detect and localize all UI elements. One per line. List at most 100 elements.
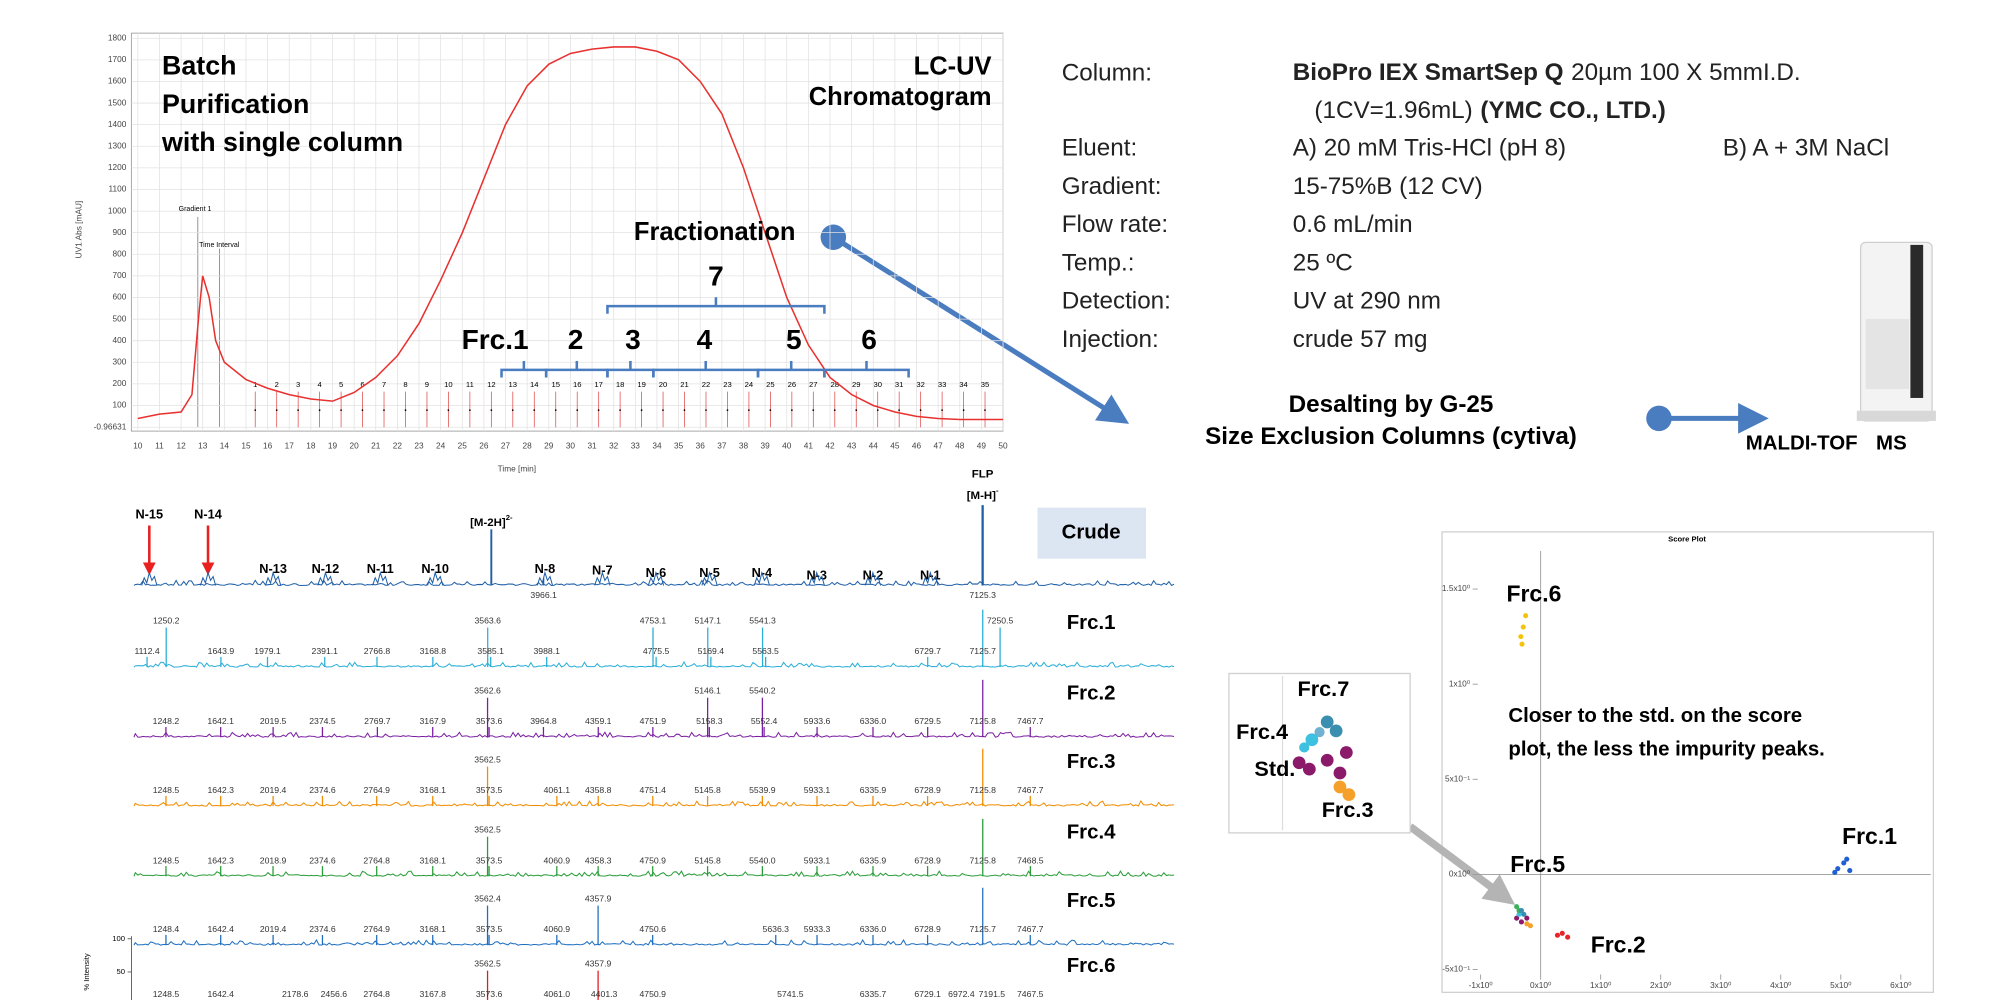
peak-annotation: [M-H]- [967,486,999,502]
peak-label: 5540.2 [749,686,776,696]
peak-label: 5636.3 [763,924,790,934]
x-tick-label: 38 [739,441,749,451]
peak-label: 3562.6 [474,686,501,696]
x-tick-label: 6x10⁰ [1890,980,1911,990]
fraction-number: 16 [573,380,582,389]
score-point [1519,642,1524,647]
peak-label: 6729.7 [914,646,941,656]
peak-label: 5146.1 [694,686,721,696]
fraction-bracket [824,361,908,378]
spectrum-trace [134,940,1174,945]
peak-label: 2764.9 [363,785,390,795]
fraction-tick: • [469,407,471,414]
peak-label: 4750.9 [639,989,666,999]
fraction-number: 5 [339,380,343,389]
fraction-tick: • [662,407,664,414]
row-label: Frc.3 [1067,751,1116,773]
y-axis-label: UV1 Abs [mAU] [73,201,83,259]
method-value: A) 20 mM Tris-HCl (pH 8) [1293,135,1566,162]
fraction-tick: • [834,407,836,414]
peak-label: 4061.1 [544,785,571,795]
fraction-number: 10 [444,380,453,389]
fraction-number: 8 [403,380,407,389]
x-tick-label: 39 [761,441,771,451]
y-tick-label: 5x10⁻¹ [1445,773,1470,783]
peak-label: 6335.7 [860,989,887,999]
y-tick-label: 500 [113,313,127,323]
fraction-bracket [607,361,653,378]
x-tick-label: 46 [912,441,922,451]
peak-annotation: N-14 [194,507,223,522]
column-spec: 20µm 100 X 5mmI.D. [1571,59,1801,86]
y-tick-label: 300 [113,356,127,366]
peak-label: 1642.3 [207,785,234,795]
score-point [1519,919,1524,924]
fraction-tick: • [319,407,321,414]
peak-label: 1248.2 [153,716,180,726]
chart-subtitle: LC-UV [914,52,992,80]
fraction-number: 27 [809,380,818,389]
peak-label: 3573.6 [476,716,503,726]
peak-annotation: FLP [972,469,994,481]
peak-label: 5933.6 [804,716,831,726]
peak-label: 7125.7 [969,924,996,934]
peak-label: 4750.6 [639,924,666,934]
x-tick-label: 29 [544,441,554,451]
x-tick-label: 19 [328,441,338,451]
fraction-bracket [546,361,607,378]
x-tick-label: 24 [436,441,446,451]
peak-label: 7125.8 [970,855,997,865]
fraction-number: 35 [981,380,990,389]
peak-label: 6335.9 [860,785,887,795]
method-label: Gradient: [1062,173,1162,200]
row-label: Frc.4 [1067,821,1116,843]
x-tick-label: 25 [458,441,468,451]
y-tick-label: 0x10⁰ [1449,869,1470,879]
fraction-tick: • [340,407,342,414]
y-tick-label: 1000 [108,205,127,215]
chart-title: Batch [162,51,236,81]
peak-label: 4751.4 [640,785,667,795]
fraction-label: 3 [625,324,641,355]
annotation-sup: - [996,486,999,495]
fraction-tick: • [962,407,964,414]
x-tick-label: 42 [825,441,835,451]
annotation-text: [M-H] [967,490,996,502]
fraction-tick: • [812,407,814,414]
y-tick-label: 800 [113,248,127,258]
peak-label: 4359.1 [585,716,612,726]
y-tick-label: 1600 [108,76,127,86]
peak-label: 2019.5 [260,716,287,726]
fraction-number: 12 [487,380,496,389]
series-label: Frc.6 [1506,581,1561,607]
method-label: Column: [1062,59,1152,86]
peak-label: 3168.8 [420,646,447,656]
peak-label: 4775.5 [643,646,670,656]
fraction-tick: • [726,407,728,414]
x-tick-label: 48 [955,441,965,451]
peak-label: 5145.8 [694,855,721,865]
peak-label: 2391.1 [312,646,339,656]
series-label: Frc.4 [1236,719,1288,744]
peak-label: 3966.1 [530,590,557,600]
fraction-tick: • [383,407,385,414]
peak-label: 4358.8 [585,785,612,795]
row-label: Frc.1 [1067,612,1116,634]
fraction-tick: • [855,407,857,414]
fraction-tick: • [555,407,557,414]
x-tick-label: 13 [198,441,208,451]
fraction-number: 4 [317,380,322,389]
chart-subtitle: Chromatogram [809,83,992,111]
fractionation-label: Fractionation [634,218,796,246]
row-label: Crude [1062,522,1121,544]
x-tick-label: 27 [501,441,511,451]
peak-label: 4358.3 [585,855,612,865]
peak-label: 4060.9 [544,924,571,934]
peak-label: 7467.7 [1017,785,1044,795]
fraction-label: Frc.1 [462,324,529,355]
x-tick-label: 30 [566,441,576,451]
y-tick-label: 700 [113,270,127,280]
x-tick-label: 17 [285,441,295,451]
annotation-text: N-15 [135,507,163,522]
